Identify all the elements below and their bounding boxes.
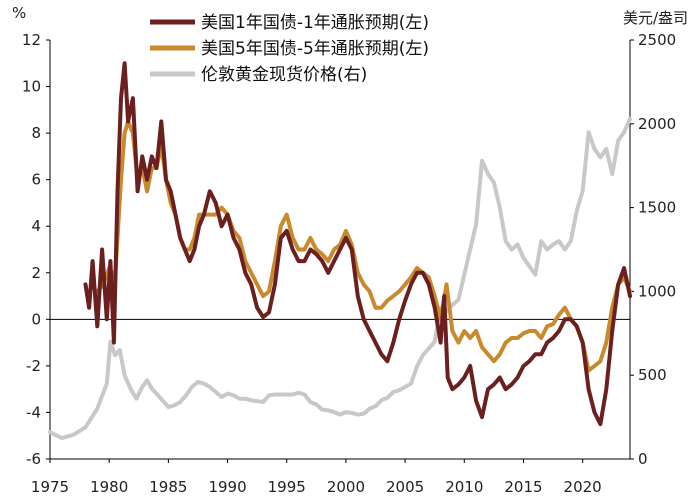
left-tick-label: 10 <box>22 78 41 96</box>
right-axis-unit-label: 美元/盎司 <box>623 9 688 27</box>
left-axis-unit-label: % <box>12 4 26 22</box>
left-tick-label: -2 <box>26 357 41 375</box>
right-tick-label: 500 <box>638 366 667 384</box>
series-line-3 <box>48 116 632 441</box>
right-tick-label: 1500 <box>638 199 676 217</box>
left-tick-label: -6 <box>26 450 41 468</box>
x-tick-label: 2000 <box>327 478 365 496</box>
right-tick-label: 1000 <box>638 282 676 300</box>
chart-series <box>48 61 632 441</box>
chart-legend: 美国1年国债-1年通胀预期(左) 美国5年国债-5年通胀预期(左) 伦敦黄金现货价格… <box>150 13 429 85</box>
right-tick-label: 2000 <box>638 115 676 133</box>
legend-label-3: 伦敦黄金现货价格(右) <box>201 65 367 85</box>
left-tick-label: 8 <box>31 124 41 142</box>
left-tick-label: -4 <box>26 403 41 421</box>
right-tick-label: 2500 <box>638 31 676 49</box>
left-tick-label: 12 <box>22 31 41 49</box>
x-tick-label: 1985 <box>149 478 187 496</box>
legend-label-1: 美国1年国债-1年通胀预期(左) <box>201 13 429 33</box>
x-tick-label: 1990 <box>208 478 246 496</box>
series-line-1 <box>83 61 632 427</box>
x-tick-label: 2020 <box>564 478 602 496</box>
left-tick-label: 0 <box>31 310 41 328</box>
left-tick-label: 2 <box>31 264 41 282</box>
x-tick-label: 2005 <box>386 478 424 496</box>
legend-label-2: 美国5年国债-5年通胀预期(左) <box>201 39 429 59</box>
x-tick-label: 1980 <box>90 478 128 496</box>
left-tick-label: 6 <box>31 171 41 189</box>
left-tick-label: 4 <box>31 217 41 235</box>
x-tick-label: 2010 <box>445 478 483 496</box>
chart-axes <box>46 39 634 463</box>
x-tick-label: 1995 <box>268 478 306 496</box>
chart-tick-labels: -6 -4 -2 0 2 4 6 8 10 12 0 500 1000 1500 2000 2500 1975 1… <box>12 4 688 496</box>
x-tick-label: 1975 <box>31 478 69 496</box>
right-tick-label: 0 <box>638 450 648 468</box>
x-tick-label: 2015 <box>504 478 542 496</box>
